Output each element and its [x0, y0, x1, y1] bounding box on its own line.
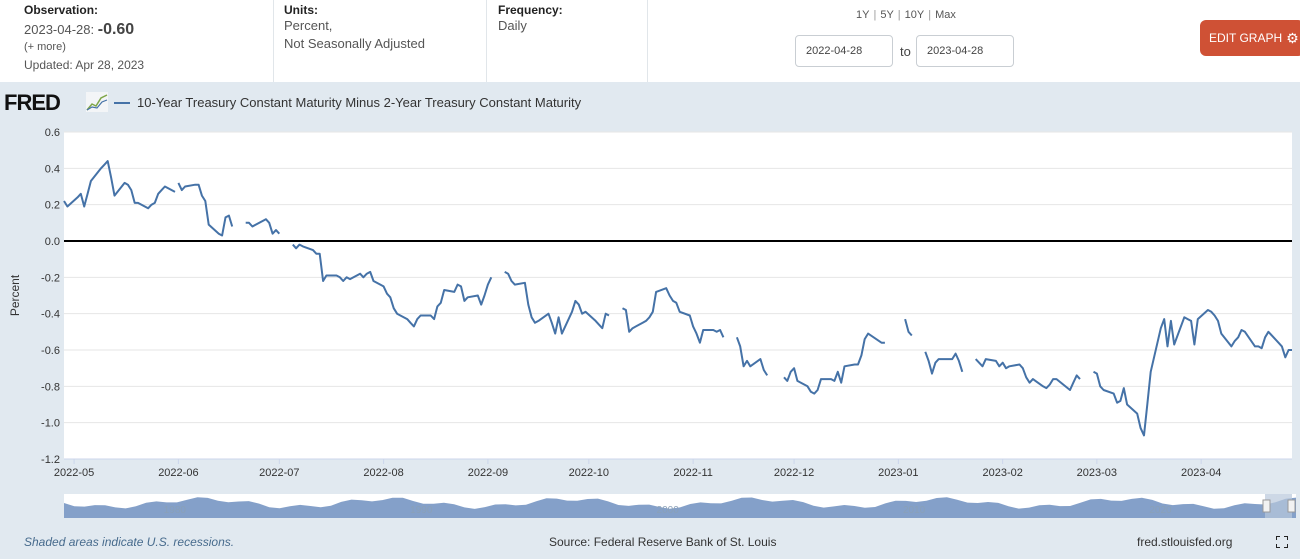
series-line-segment	[904, 318, 913, 337]
x-tick-label: 2023-04	[1181, 467, 1221, 479]
range-5y[interactable]: 5Y	[880, 9, 894, 21]
to-label: to	[900, 44, 911, 59]
series-line-segment	[177, 182, 234, 237]
more-link[interactable]: (+ more)	[24, 41, 66, 53]
legend-swatch	[114, 102, 130, 104]
edit-graph-button[interactable]: EDIT GRAPH ⚙	[1200, 20, 1300, 56]
range-links: 1Y | 5Y | 10Y | Max	[856, 9, 956, 21]
header-panel: Observation: 2023-04-28: -0.60 (+ more) …	[0, 0, 1300, 82]
y-tick-label: -0.6	[41, 345, 60, 357]
y-tick-label: -0.2	[41, 272, 60, 284]
updated-date: Updated: Apr 28, 2023	[24, 58, 145, 72]
x-tick-label: 2022-10	[569, 467, 609, 479]
source-note: Source: Federal Reserve Bank of St. Loui…	[549, 535, 777, 549]
x-tick-label: 2022-12	[774, 467, 814, 479]
x-tick-label: 2023-02	[982, 467, 1022, 479]
series-line-segment	[63, 160, 176, 210]
observation-value: -0.60	[97, 21, 135, 38]
observation-title: Observation:	[24, 3, 99, 17]
x-tick-label: 2022-09	[468, 467, 508, 479]
fred-logo-chart-icon	[86, 92, 108, 112]
x-tick-label: 2022-06	[158, 467, 198, 479]
y-axis-label: Percent	[8, 274, 22, 316]
plot-area	[64, 132, 1292, 459]
navigator-label: 1990	[410, 505, 433, 516]
frequency-block: Frequency: Daily	[487, 0, 648, 82]
series-line-segment	[924, 351, 964, 375]
series-line-segment	[292, 243, 493, 328]
navigator-label: 2020	[1149, 505, 1172, 516]
recession-note: Shaded areas indicate U.S. recessions.	[24, 535, 235, 549]
x-tick-label: 2022-07	[259, 467, 299, 479]
end-date-input[interactable]	[916, 35, 1014, 67]
gear-icon: ⚙	[1286, 29, 1299, 46]
y-tick-label: 0.4	[45, 163, 60, 175]
range-max[interactable]: Max	[935, 9, 956, 21]
frequency-value: Daily	[498, 18, 527, 33]
chart: 0.6 0.4 0.2 0.0 -0.2 -0.4 -0.6 -0.8 -1.0 -1.2 Perc…	[8, 127, 1296, 518]
x-tick-label: 2023-01	[878, 467, 918, 479]
navigator-handle[interactable]	[1262, 499, 1271, 513]
units-block: Units: Percent, Not Seasonally Adjusted	[274, 0, 487, 82]
fullscreen-icon[interactable]	[1276, 536, 1288, 548]
y-tick-label: 0.2	[45, 200, 60, 212]
series-line-segment	[1093, 309, 1292, 437]
y-tick-label: 0.6	[45, 127, 60, 139]
range-1y[interactable]: 1Y	[856, 9, 870, 21]
site-url[interactable]: fred.stlouisfed.org	[1137, 535, 1233, 549]
observation-date: 2023-04-28:	[24, 22, 98, 37]
x-tick-label: 2022-11	[673, 467, 713, 479]
start-date-input[interactable]	[795, 35, 893, 67]
series-line-segment	[783, 332, 885, 395]
edit-graph-label: EDIT GRAPH	[1209, 31, 1283, 45]
fred-logo: FRED	[4, 90, 61, 115]
units-line1: Percent,	[284, 18, 333, 33]
series-line-segment	[735, 336, 769, 376]
navigator-label: 2000	[657, 505, 680, 516]
observation-block: Observation: 2023-04-28: -0.60 (+ more) …	[0, 0, 274, 82]
navigator-label: 1980	[164, 505, 187, 516]
units-title: Units:	[284, 3, 318, 17]
x-tick-label: 2022-08	[363, 467, 403, 479]
y-tick-label: -0.8	[41, 381, 60, 393]
frequency-title: Frequency:	[498, 3, 563, 17]
x-tick-label: 2023-03	[1077, 467, 1117, 479]
units-line2: Not Seasonally Adjusted	[284, 36, 425, 51]
navigator-handle[interactable]	[1287, 499, 1296, 513]
series-line-segment	[974, 358, 1081, 391]
navigator-label: 2010	[903, 505, 926, 516]
y-tick-label: -0.4	[41, 309, 60, 321]
y-tick-label: -1.2	[41, 454, 60, 466]
series-line-segment	[622, 287, 725, 344]
legend-series-name: 10-Year Treasury Constant Maturity Minus…	[137, 95, 582, 110]
navigator-area	[64, 497, 1296, 518]
series-line-segment	[504, 271, 610, 335]
y-tick-label: 0.0	[45, 236, 60, 248]
range-10y[interactable]: 10Y	[904, 9, 925, 21]
y-tick-label: -1.0	[41, 418, 60, 430]
x-tick-label: 2022-05	[54, 467, 94, 479]
series-line-segment	[245, 218, 281, 235]
